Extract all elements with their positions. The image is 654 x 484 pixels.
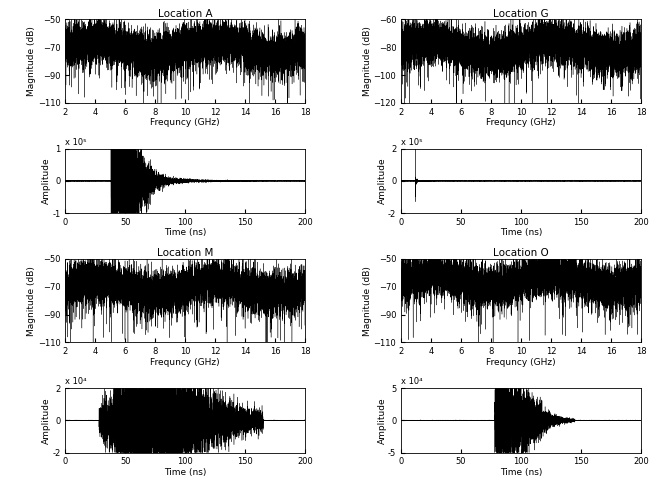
Title: Location G: Location G [493, 9, 549, 18]
Y-axis label: Amplitude: Amplitude [42, 397, 51, 444]
X-axis label: Time (ns): Time (ns) [164, 228, 207, 237]
Text: x 10⁵: x 10⁵ [401, 138, 422, 147]
Y-axis label: Amplitude: Amplitude [377, 397, 387, 444]
X-axis label: Time (ns): Time (ns) [500, 468, 542, 477]
Title: Location M: Location M [157, 248, 213, 258]
Title: Location O: Location O [493, 248, 549, 258]
X-axis label: Frequncy (GHz): Frequncy (GHz) [486, 118, 556, 127]
Y-axis label: Magnitude (dB): Magnitude (dB) [27, 26, 37, 96]
Title: Location A: Location A [158, 9, 213, 18]
X-axis label: Time (ns): Time (ns) [164, 468, 207, 477]
Y-axis label: Magnitude (dB): Magnitude (dB) [27, 266, 37, 335]
X-axis label: Time (ns): Time (ns) [500, 228, 542, 237]
Y-axis label: Magnitude (dB): Magnitude (dB) [363, 266, 372, 335]
Y-axis label: Amplitude: Amplitude [377, 158, 387, 204]
X-axis label: Frequncy (GHz): Frequncy (GHz) [150, 118, 220, 127]
Y-axis label: Magnitude (dB): Magnitude (dB) [363, 26, 372, 96]
Text: x 10⁴: x 10⁴ [65, 378, 87, 386]
Y-axis label: Amplitude: Amplitude [42, 158, 51, 204]
Text: x 10⁴: x 10⁴ [401, 378, 422, 386]
Text: x 10⁵: x 10⁵ [65, 138, 87, 147]
X-axis label: Frequncy (GHz): Frequncy (GHz) [486, 358, 556, 367]
X-axis label: Frequncy (GHz): Frequncy (GHz) [150, 358, 220, 367]
